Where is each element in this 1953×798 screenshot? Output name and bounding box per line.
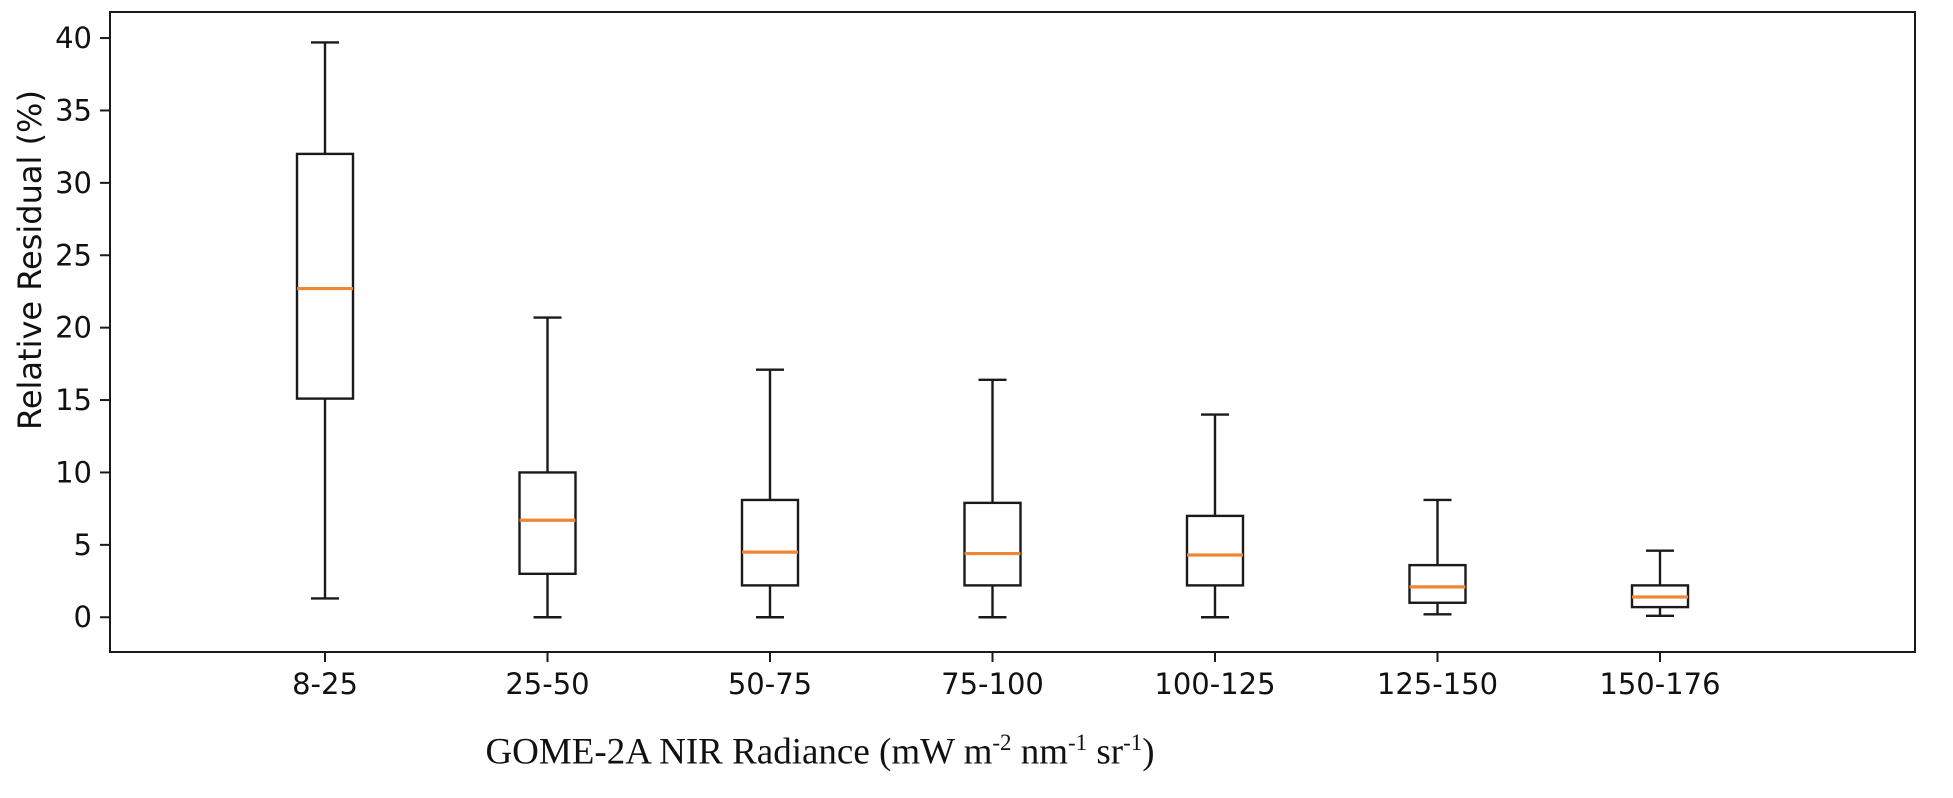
x-axis-label-segment: sr <box>1087 731 1124 773</box>
x-axis-label-segment: nm <box>1011 731 1069 773</box>
iqr-box <box>1408 563 1467 604</box>
y-tick-label: 20 <box>55 311 92 345</box>
x-tick-label: 25-50 <box>505 667 589 701</box>
x-tick-label: 8-25 <box>292 667 358 701</box>
x-tick-label: 100-125 <box>1154 667 1275 701</box>
y-axis-label: Relative Residual (%) <box>11 90 49 430</box>
y-tick-label: 5 <box>74 528 92 562</box>
x-axis-label-superscript: -1 <box>1068 730 1088 756</box>
x-tick-label: 75-100 <box>941 667 1044 701</box>
x-axis-label-segment: ) <box>1142 731 1155 773</box>
iqr-box <box>963 501 1022 587</box>
iqr-box <box>740 498 800 587</box>
x-axis-label-superscript: -1 <box>1123 730 1143 756</box>
y-tick-label: 30 <box>55 166 92 200</box>
iqr-box <box>1185 514 1245 587</box>
y-tick-label: 35 <box>55 93 92 127</box>
x-axis-label-superscript: -2 <box>992 730 1012 756</box>
x-axis-label-segment: GOME-2A NIR Radiance (mW m <box>485 731 993 773</box>
y-tick-label: 0 <box>74 600 92 634</box>
y-tick-label: 40 <box>55 21 92 55</box>
plot-frame <box>109 11 1916 653</box>
y-tick-label: 25 <box>55 238 92 272</box>
iqr-box <box>295 152 355 400</box>
x-tick-label: 125-150 <box>1377 667 1498 701</box>
x-tick-label: 150-176 <box>1599 667 1720 701</box>
y-tick-label: 15 <box>55 383 92 417</box>
y-tick-label: 10 <box>55 455 92 489</box>
iqr-box <box>518 471 577 576</box>
x-tick-label: 50-75 <box>728 667 812 701</box>
x-axis-label: GOME-2A NIR Radiance (mW m-2 nm-1 sr-1) <box>485 731 1154 774</box>
